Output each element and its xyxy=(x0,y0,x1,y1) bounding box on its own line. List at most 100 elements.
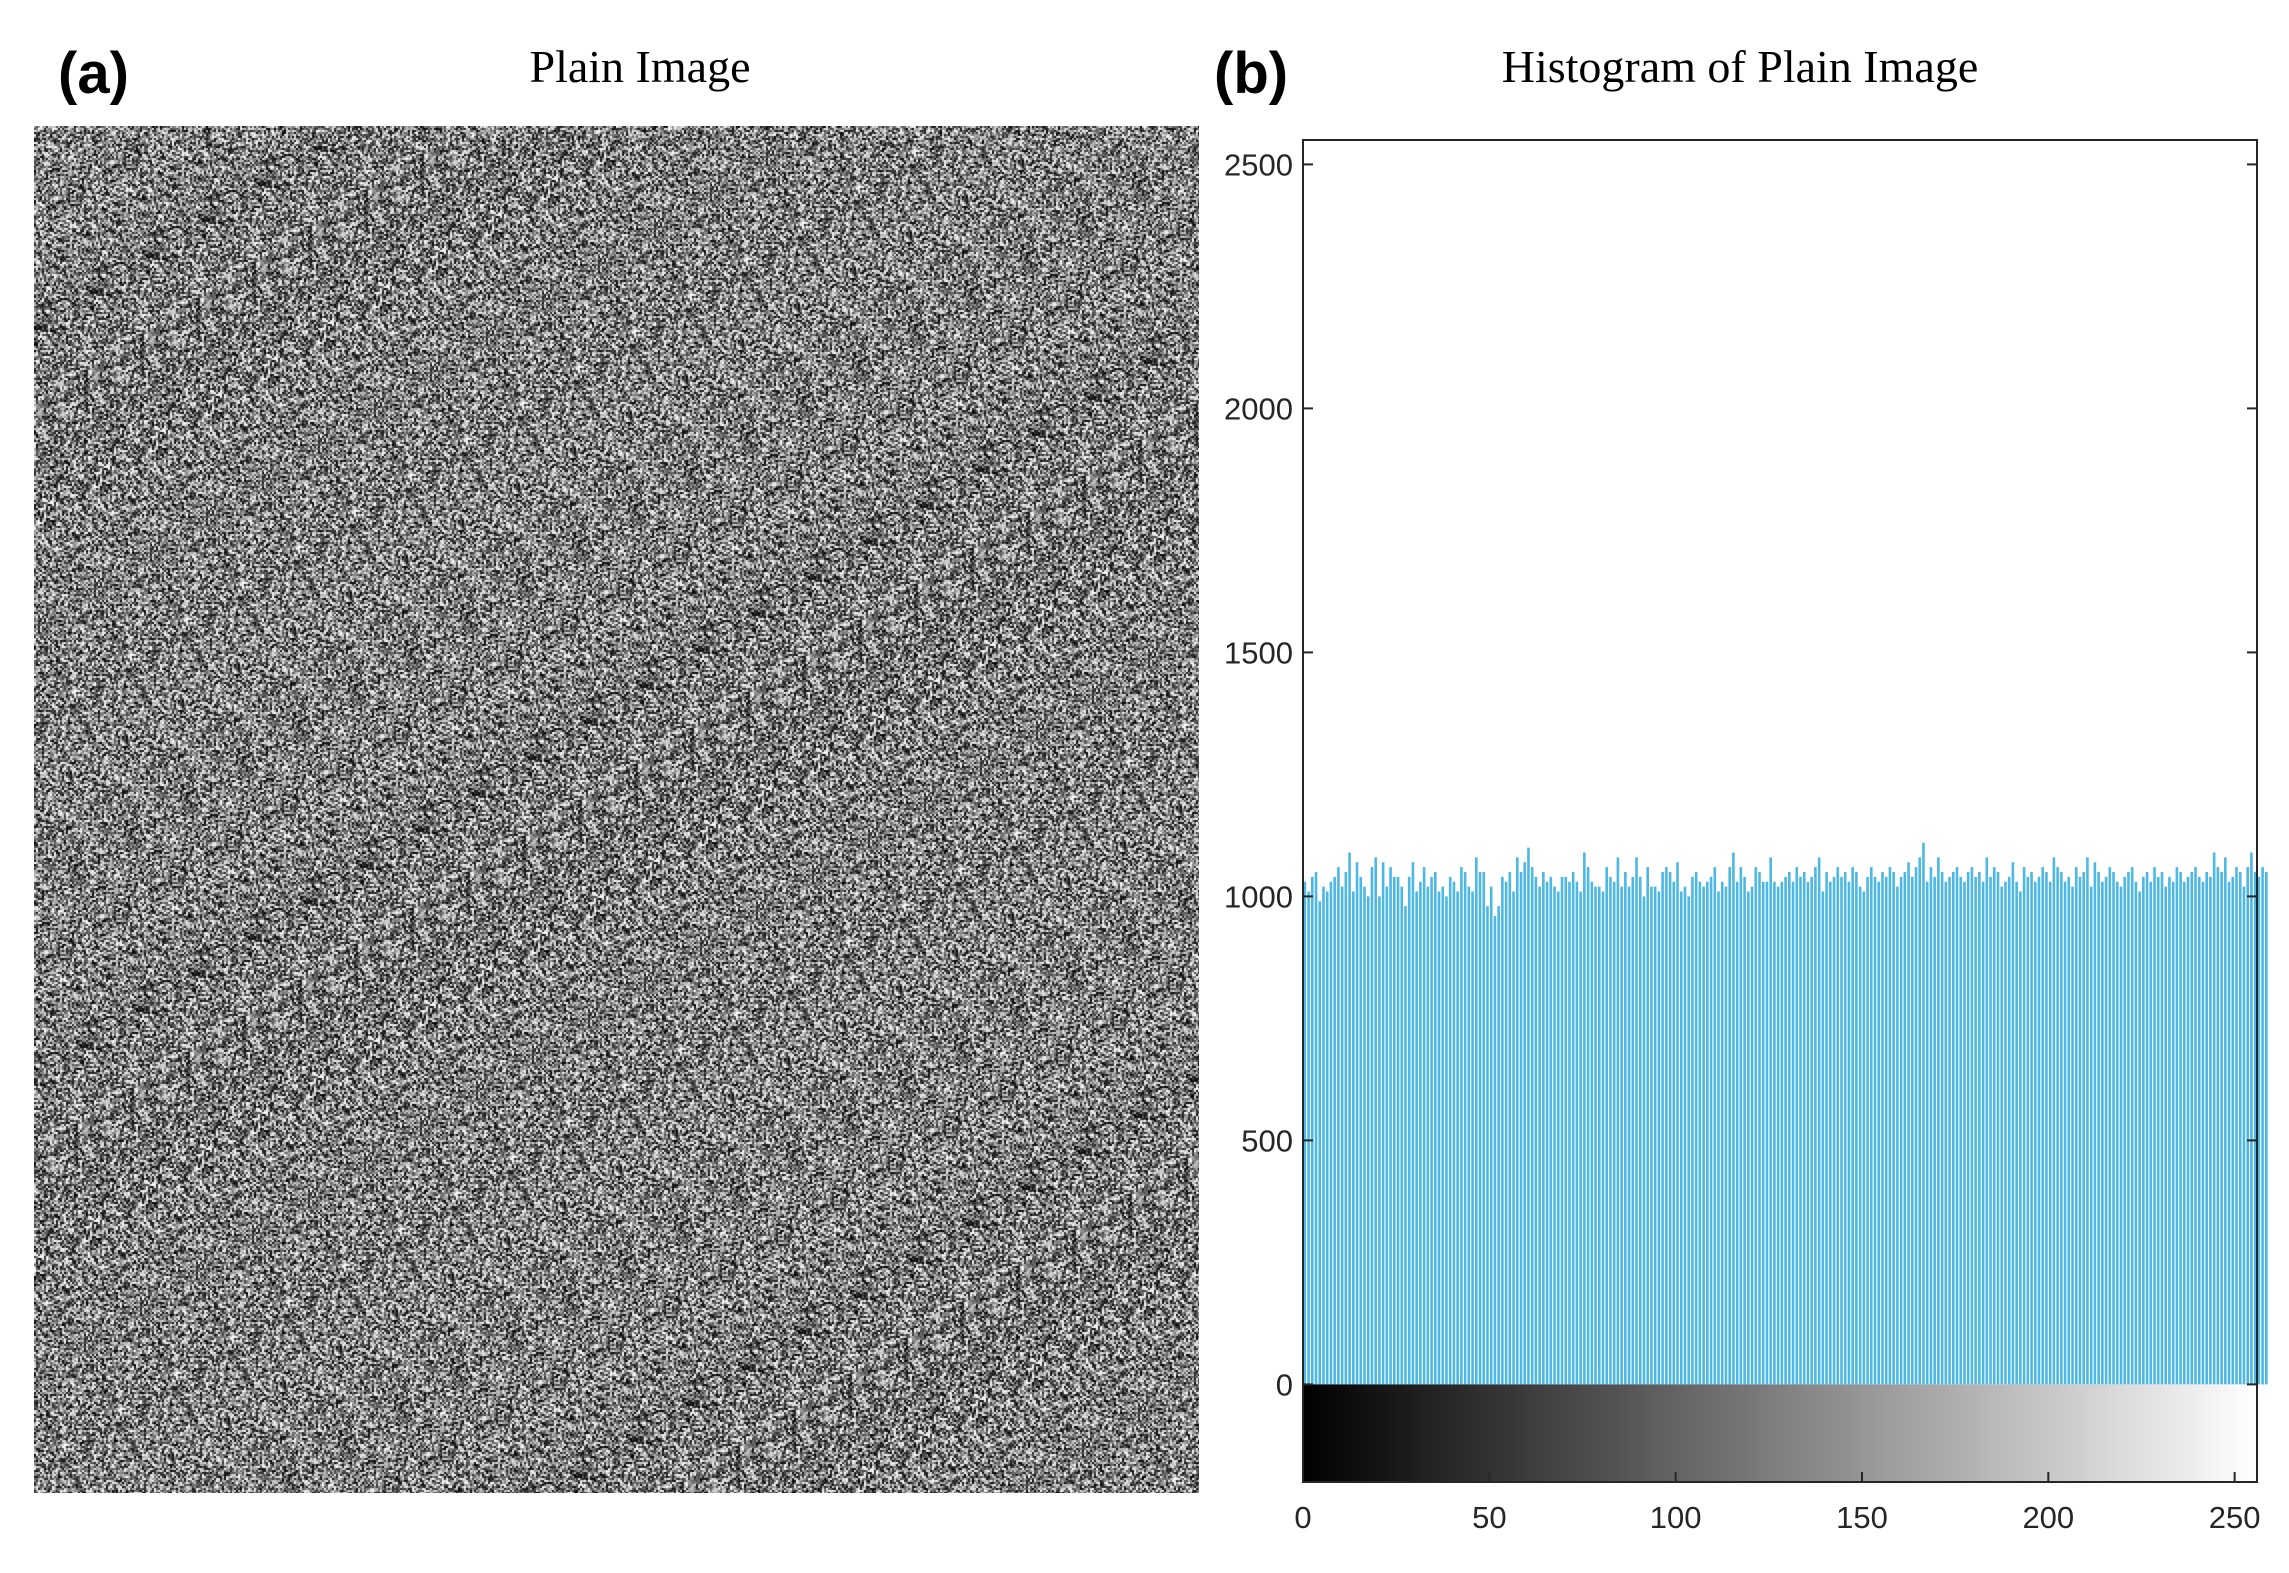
histogram-bar xyxy=(2212,852,2216,1385)
histogram-bar xyxy=(2138,891,2141,1385)
histogram-bar xyxy=(1307,891,1310,1385)
histogram-bar xyxy=(2127,872,2130,1385)
histogram-bar xyxy=(1840,876,1843,1385)
histogram-bar xyxy=(1937,857,1940,1385)
histogram-bar xyxy=(2037,876,2041,1385)
histogram-bar xyxy=(1657,891,1661,1385)
histogram-bar xyxy=(1415,891,1418,1385)
histogram-bar xyxy=(1467,886,1471,1385)
histogram-bar xyxy=(1601,891,1605,1385)
histogram-bar xyxy=(1501,876,1504,1385)
histogram-bar xyxy=(1594,886,1597,1385)
histogram-bar xyxy=(1992,867,1996,1385)
histogram-bar xyxy=(1575,881,1579,1385)
histogram-bar xyxy=(1378,896,1381,1385)
y-tick-label: 2000 xyxy=(1224,391,1293,426)
histogram-bar xyxy=(1635,857,1638,1385)
histogram-bar xyxy=(1441,886,1445,1385)
histogram-bar xyxy=(1359,876,1363,1385)
histogram-bar xyxy=(1631,876,1635,1385)
histogram-bar xyxy=(1363,886,1366,1385)
histogram-bar xyxy=(1605,867,1609,1385)
histogram-bar xyxy=(1609,876,1612,1385)
histogram-bar xyxy=(1329,881,1333,1385)
histogram-bar xyxy=(2179,872,2182,1385)
histogram-bar xyxy=(1985,857,1989,1385)
histogram-bar xyxy=(1620,886,1623,1385)
histogram-bar xyxy=(1560,876,1564,1385)
histogram-bar xyxy=(2123,876,2127,1385)
histogram-bar xyxy=(1866,876,1869,1385)
histogram-bar xyxy=(1504,881,1508,1385)
histogram-bar xyxy=(1776,886,1780,1385)
histogram-bar xyxy=(2112,872,2115,1385)
y-tick-label: 1500 xyxy=(1224,635,1293,670)
histogram-bar xyxy=(1784,876,1787,1385)
histogram-bar xyxy=(1683,886,1687,1385)
histogram-bar xyxy=(1389,867,1392,1385)
histogram-bar xyxy=(1769,857,1772,1385)
histogram-bar xyxy=(1452,881,1456,1385)
histogram-bar xyxy=(2026,876,2030,1385)
histogram-bar xyxy=(1873,876,1877,1385)
histogram-bar xyxy=(1899,876,1903,1385)
histogram-bar xyxy=(2224,857,2227,1385)
histogram-bar xyxy=(2160,872,2164,1385)
histogram-bar xyxy=(2246,867,2249,1385)
histogram-bar xyxy=(1448,876,1452,1385)
histogram-bar xyxy=(1381,862,1385,1385)
histogram-bar xyxy=(1419,881,1422,1385)
histogram-bar xyxy=(1836,867,1840,1385)
histogram-bar xyxy=(2119,886,2123,1385)
histogram-bar xyxy=(1914,867,1918,1385)
histogram-bar xyxy=(2052,857,2056,1385)
histogram-bar xyxy=(2201,881,2205,1385)
plain-image xyxy=(34,126,1199,1493)
histogram-bar xyxy=(1732,852,1735,1385)
histogram-bar xyxy=(1717,891,1720,1385)
histogram-bar xyxy=(2175,867,2179,1385)
histogram-bar xyxy=(1829,881,1832,1385)
histogram-bar xyxy=(2209,876,2212,1385)
histogram-bar xyxy=(1933,876,1936,1385)
histogram-bar xyxy=(1486,906,1489,1385)
histogram-bar xyxy=(1303,881,1307,1385)
histogram-bar xyxy=(2004,881,2007,1385)
histogram-bar xyxy=(1527,847,1530,1385)
histogram-bar xyxy=(1460,867,1463,1385)
histogram-bar xyxy=(1691,876,1694,1385)
histogram-bar xyxy=(1903,872,1907,1385)
histogram-bar xyxy=(1400,886,1404,1385)
histogram-bar xyxy=(1855,872,1858,1385)
histogram-bar xyxy=(1445,896,1448,1385)
histogram-bar xyxy=(1463,872,1467,1385)
histogram-bar xyxy=(2235,867,2238,1385)
histogram-bar xyxy=(1802,872,1806,1385)
histogram-bar xyxy=(1791,881,1795,1385)
histogram-bar xyxy=(2142,876,2145,1385)
histogram-bar xyxy=(1564,876,1568,1385)
histogram-bar xyxy=(2089,886,2093,1385)
histogram-bar xyxy=(1676,862,1679,1385)
histogram-bar xyxy=(1646,867,1650,1385)
histogram-bar xyxy=(2134,881,2138,1385)
histogram-bar xyxy=(2011,862,2015,1385)
histogram-bar xyxy=(1922,842,1925,1385)
histogram-bar xyxy=(1907,862,1910,1385)
histogram-bar xyxy=(2149,881,2153,1385)
histogram-bar xyxy=(1780,881,1784,1385)
histogram-bar xyxy=(1318,901,1322,1385)
histogram-bar xyxy=(1474,857,1478,1385)
histogram-bar xyxy=(1750,886,1754,1385)
histogram-bar xyxy=(1668,872,1672,1385)
histogram-bar xyxy=(1847,881,1851,1385)
histogram-bar xyxy=(1556,891,1560,1385)
histogram-bar xyxy=(1843,872,1847,1385)
histogram-bar xyxy=(2194,867,2197,1385)
histogram-bar xyxy=(2048,881,2052,1385)
histogram-bar xyxy=(2257,876,2261,1385)
histogram-bar xyxy=(1974,876,1977,1385)
histogram-bar xyxy=(2063,881,2067,1385)
histogram-bar xyxy=(2186,876,2190,1385)
histogram-bar xyxy=(1538,886,1541,1385)
